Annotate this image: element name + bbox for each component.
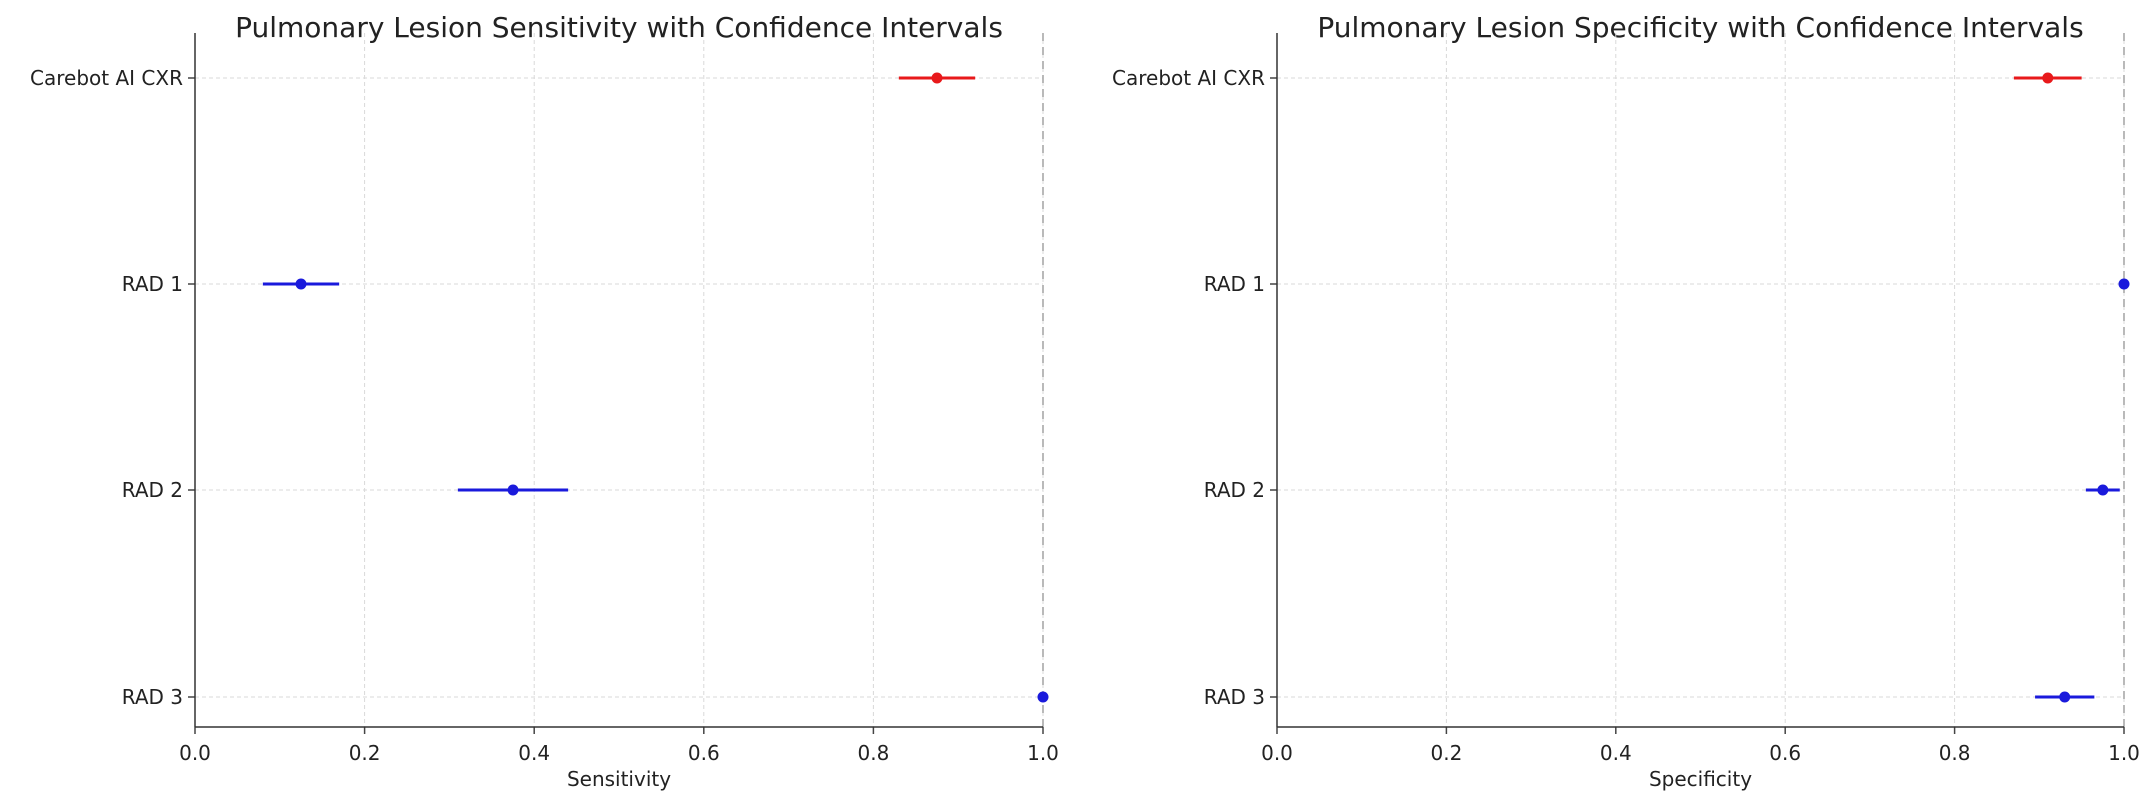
x-tick-label: 0.6 — [1769, 741, 1801, 765]
x-tick-label: 0.8 — [1939, 741, 1971, 765]
x-tick-label: 0.2 — [349, 741, 381, 765]
x-tick-label: 0.4 — [518, 741, 550, 765]
y-tick-label: Carebot AI CXR — [1112, 66, 1265, 90]
x-axis-label: Sensitivity — [567, 767, 671, 791]
data-point — [295, 278, 307, 290]
y-tick-label: Carebot AI CXR — [30, 66, 183, 90]
chart-title: Pulmonary Lesion Specificity with Confid… — [1317, 11, 2083, 44]
y-tick-label: RAD 3 — [1204, 685, 1265, 709]
chart-panel-1: Pulmonary Lesion Sensitivity with Confid… — [30, 11, 1059, 791]
chart-panel-2: Pulmonary Lesion Specificity with Confid… — [1112, 11, 2140, 791]
x-tick-label: 0.4 — [1600, 741, 1632, 765]
x-tick-label: 0.0 — [179, 741, 211, 765]
x-tick-label: 0.6 — [688, 741, 720, 765]
y-tick-label: RAD 1 — [1204, 272, 1265, 296]
x-tick-label: 0.0 — [1261, 741, 1293, 765]
data-point — [507, 484, 519, 496]
y-tick-label: RAD 1 — [122, 272, 183, 296]
y-tick-label: RAD 2 — [122, 478, 183, 502]
x-tick-label: 0.8 — [857, 741, 889, 765]
data-point — [931, 72, 943, 84]
chart-title: Pulmonary Lesion Sensitivity with Confid… — [235, 11, 1003, 44]
data-point — [2042, 72, 2054, 84]
data-point — [1037, 691, 1049, 703]
data-point — [2118, 278, 2130, 290]
y-tick-label: RAD 3 — [122, 685, 183, 709]
x-tick-label: 1.0 — [1027, 741, 1059, 765]
x-tick-label: 1.0 — [2108, 741, 2140, 765]
x-tick-label: 0.2 — [1430, 741, 1462, 765]
data-point — [2059, 691, 2071, 703]
data-point — [2097, 484, 2109, 496]
x-axis-label: Specificity — [1649, 767, 1752, 791]
y-tick-label: RAD 2 — [1204, 478, 1265, 502]
